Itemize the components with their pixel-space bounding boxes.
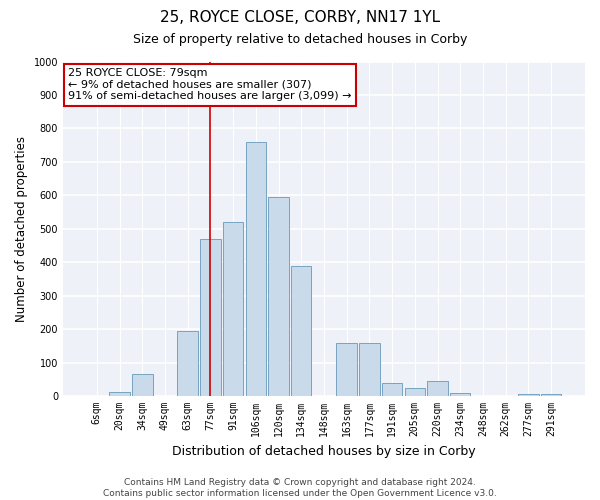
Bar — [291, 266, 311, 396]
Text: 25, ROYCE CLOSE, CORBY, NN17 1YL: 25, ROYCE CLOSE, CORBY, NN17 1YL — [160, 10, 440, 25]
Bar — [359, 342, 380, 396]
Bar — [268, 197, 289, 396]
Bar — [404, 388, 425, 396]
Bar — [427, 381, 448, 396]
X-axis label: Distribution of detached houses by size in Corby: Distribution of detached houses by size … — [172, 444, 476, 458]
Bar — [450, 392, 470, 396]
Bar — [541, 394, 561, 396]
Bar — [200, 239, 221, 396]
Bar — [245, 142, 266, 396]
Text: Size of property relative to detached houses in Corby: Size of property relative to detached ho… — [133, 32, 467, 46]
Bar — [382, 382, 403, 396]
Bar — [223, 222, 244, 396]
Text: Contains HM Land Registry data © Crown copyright and database right 2024.
Contai: Contains HM Land Registry data © Crown c… — [103, 478, 497, 498]
Bar — [109, 392, 130, 396]
Bar — [337, 342, 357, 396]
Y-axis label: Number of detached properties: Number of detached properties — [15, 136, 28, 322]
Bar — [518, 394, 539, 396]
Bar — [132, 374, 152, 396]
Bar — [178, 331, 198, 396]
Text: 25 ROYCE CLOSE: 79sqm
← 9% of detached houses are smaller (307)
91% of semi-deta: 25 ROYCE CLOSE: 79sqm ← 9% of detached h… — [68, 68, 352, 102]
